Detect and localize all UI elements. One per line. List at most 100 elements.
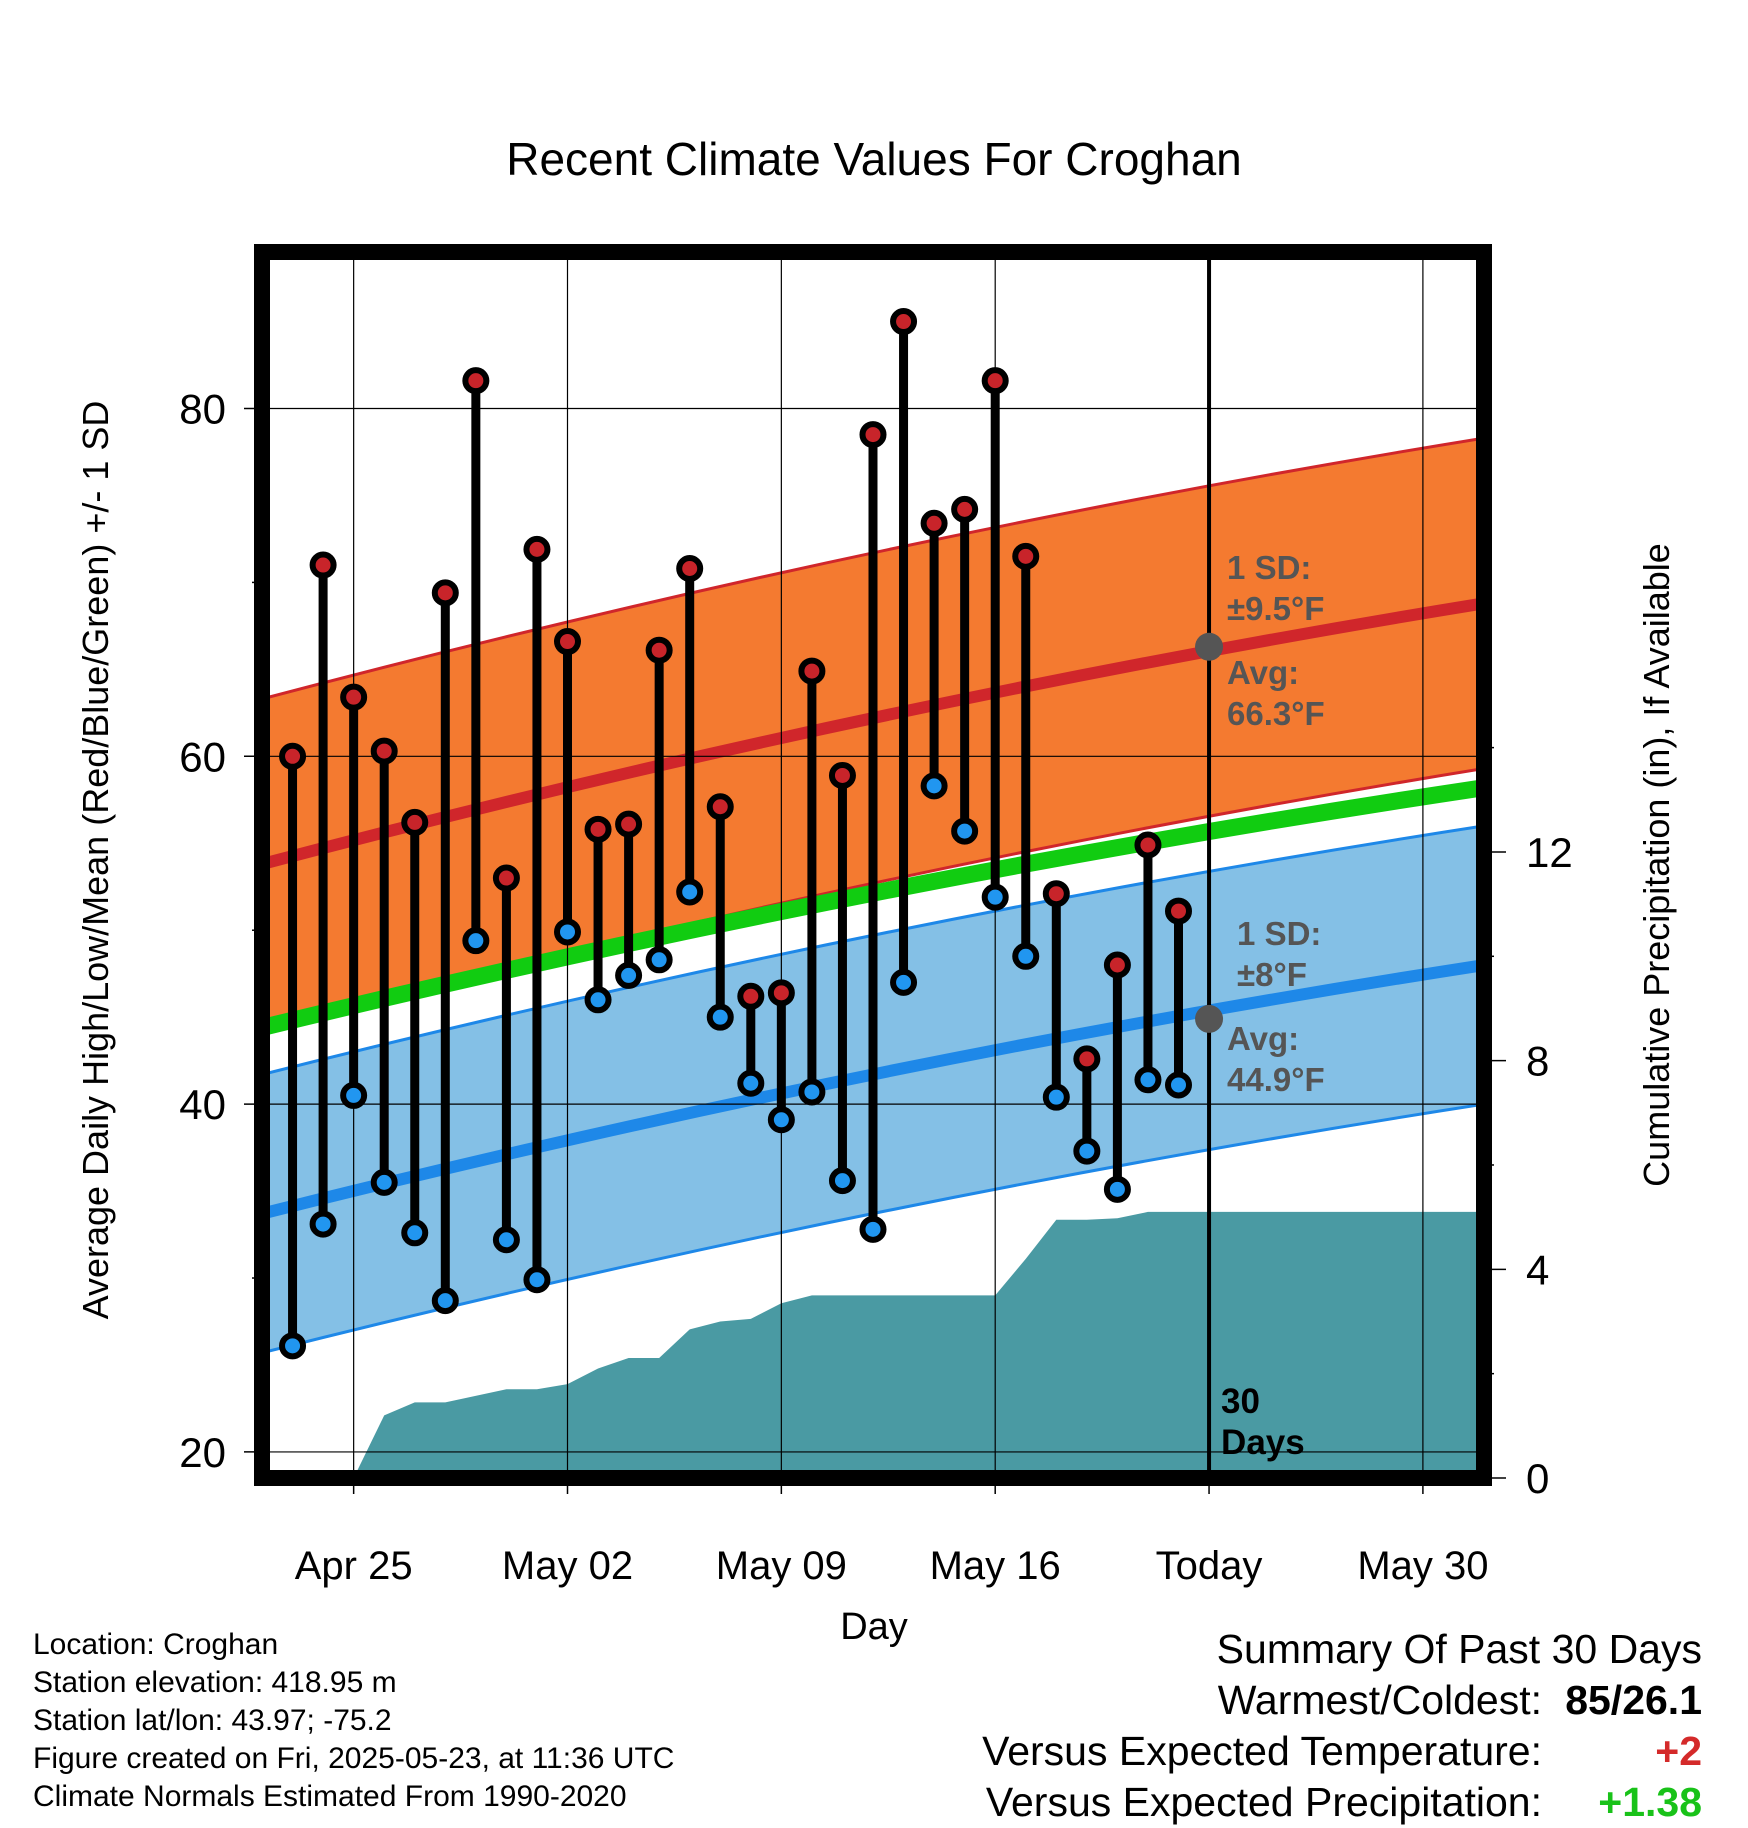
y-tick-label: 40 xyxy=(179,1081,226,1128)
daily-high-point xyxy=(462,367,490,395)
y-tick-label: 20 xyxy=(179,1429,226,1476)
daily-high-point xyxy=(767,979,795,1007)
daily-high-point xyxy=(1165,897,1192,925)
daily-low-point xyxy=(279,1332,307,1360)
daily-low-point xyxy=(1042,1083,1070,1111)
daily-high-point xyxy=(920,509,948,537)
x-tick-label: May 09 xyxy=(716,1544,847,1588)
x-tick-label: Apr 25 xyxy=(295,1544,413,1588)
summary-temp-row: Versus Expected Temperature: +2 xyxy=(982,1726,1702,1777)
daily-high-point xyxy=(1103,951,1131,979)
today-low-avg-marker xyxy=(1195,1004,1224,1033)
daily-high-point xyxy=(431,579,459,607)
daily-low-point xyxy=(676,878,704,906)
daily-low-point xyxy=(401,1219,429,1247)
y2-tick-label: 4 xyxy=(1526,1246,1549,1293)
daily-low-point xyxy=(767,1106,795,1134)
daily-low-point xyxy=(1012,942,1040,970)
warmest-label: Warmest/Coldest: xyxy=(1217,1677,1542,1723)
daily-high-point xyxy=(340,683,368,711)
x-tick-label: Today xyxy=(1156,1544,1263,1588)
x-tick-label: May 16 xyxy=(930,1544,1061,1588)
daily-low-point xyxy=(462,927,490,955)
daily-high-point xyxy=(492,864,520,892)
y2-tick-label: 0 xyxy=(1526,1455,1549,1502)
x-tick-label: May 02 xyxy=(502,1544,633,1588)
daily-high-point xyxy=(401,808,429,836)
daily-high-point xyxy=(676,554,704,582)
y-axis-label: Average Daily High/Low/Mean (Red/Blue/Gr… xyxy=(75,401,116,1320)
daily-high-point xyxy=(370,737,398,765)
today-high-avg-marker xyxy=(1195,632,1224,661)
daily-high-point xyxy=(645,636,673,664)
daily-low-point xyxy=(1103,1175,1131,1203)
daily-low-point xyxy=(584,986,612,1014)
daily-low-point xyxy=(981,883,1009,911)
summary-precip-row: Versus Expected Precipitation: +1.38 xyxy=(982,1777,1702,1828)
daily-high-point xyxy=(737,982,765,1010)
daily-high-point xyxy=(279,742,307,770)
y2-tick-label: 12 xyxy=(1526,829,1573,876)
x-tick-label: May 30 xyxy=(1357,1544,1488,1588)
x-axis-label: Day xyxy=(840,1606,908,1648)
days-label-text: Days xyxy=(1221,1423,1305,1462)
created-text: Figure created on Fri, 2025-05-23, at 11… xyxy=(33,1742,675,1775)
daily-low-point xyxy=(523,1266,551,1294)
daily-high-point xyxy=(706,793,734,821)
low-sd-value: ±8°F xyxy=(1237,956,1307,993)
daily-high-point xyxy=(1012,542,1040,570)
daily-high-point xyxy=(859,421,887,449)
daily-high-point xyxy=(798,657,826,685)
daily-low-point xyxy=(1165,1071,1192,1099)
daily-low-point xyxy=(737,1069,765,1097)
daily-high-point xyxy=(584,815,612,843)
elevation-text: Station elevation: 418.95 m xyxy=(33,1666,397,1699)
daily-high-point xyxy=(554,628,581,656)
location-text: Location: Croghan xyxy=(33,1628,279,1661)
daily-low-point xyxy=(951,817,979,845)
high-avg-label: Avg: xyxy=(1227,654,1299,691)
daily-low-point xyxy=(615,961,643,989)
daily-high-point xyxy=(951,495,979,523)
daily-high-point xyxy=(309,551,337,579)
daily-low-point xyxy=(920,772,948,800)
daily-high-point xyxy=(828,761,856,789)
chart-title: Recent Climate Values For Croghan xyxy=(506,133,1241,185)
y-tick-label: 80 xyxy=(179,386,226,433)
daily-low-point xyxy=(431,1287,459,1315)
y-tick-label: 60 xyxy=(179,733,226,780)
low-avg-value: 44.9°F xyxy=(1227,1061,1325,1098)
latlon-text: Station lat/lon: 43.97; -75.2 xyxy=(33,1704,392,1737)
summary-title: Summary Of Past 30 Days xyxy=(1216,1626,1702,1672)
daily-high-point xyxy=(1134,831,1162,859)
daily-low-point xyxy=(554,918,581,946)
daily-high-point xyxy=(1073,1045,1101,1073)
low-avg-label: Avg: xyxy=(1227,1020,1299,1057)
y2-axis-label: Cumulative Precipitation (in), If Availa… xyxy=(1636,543,1677,1187)
daily-low-point xyxy=(1134,1066,1162,1094)
daily-low-point xyxy=(706,1003,734,1031)
precip-label: Versus Expected Precipitation: xyxy=(985,1779,1542,1825)
daily-low-point xyxy=(859,1215,887,1243)
days-label-number: 30 xyxy=(1221,1382,1260,1421)
daily-low-point xyxy=(1073,1137,1101,1165)
station-info: Location: Croghan Station elevation: 418… xyxy=(33,1626,674,1816)
daily-high-point xyxy=(890,308,918,336)
daily-high-point xyxy=(523,535,551,563)
temp-label: Versus Expected Temperature: xyxy=(982,1728,1542,1774)
low-sd-label: 1 SD: xyxy=(1237,915,1321,952)
plot-frame xyxy=(254,244,1492,1486)
daily-low-point xyxy=(828,1167,856,1195)
y2-tick-label: 8 xyxy=(1526,1038,1549,1085)
daily-high-point xyxy=(615,810,643,838)
daily-low-point xyxy=(645,946,673,974)
precip-value: +1.38 xyxy=(1598,1779,1702,1825)
daily-low-point xyxy=(370,1168,398,1196)
summary-warmest-row: Warmest/Coldest: 85/26.1 xyxy=(982,1675,1702,1726)
summary-panel: Summary Of Past 30 Days Warmest/Coldest:… xyxy=(982,1624,1702,1828)
daily-low-point xyxy=(340,1081,368,1109)
high-avg-value: 66.3°F xyxy=(1227,695,1325,732)
daily-low-point xyxy=(890,968,918,996)
high-sd-value: ±9.5°F xyxy=(1227,590,1324,627)
warmest-value: 85/26.1 xyxy=(1565,1677,1702,1723)
